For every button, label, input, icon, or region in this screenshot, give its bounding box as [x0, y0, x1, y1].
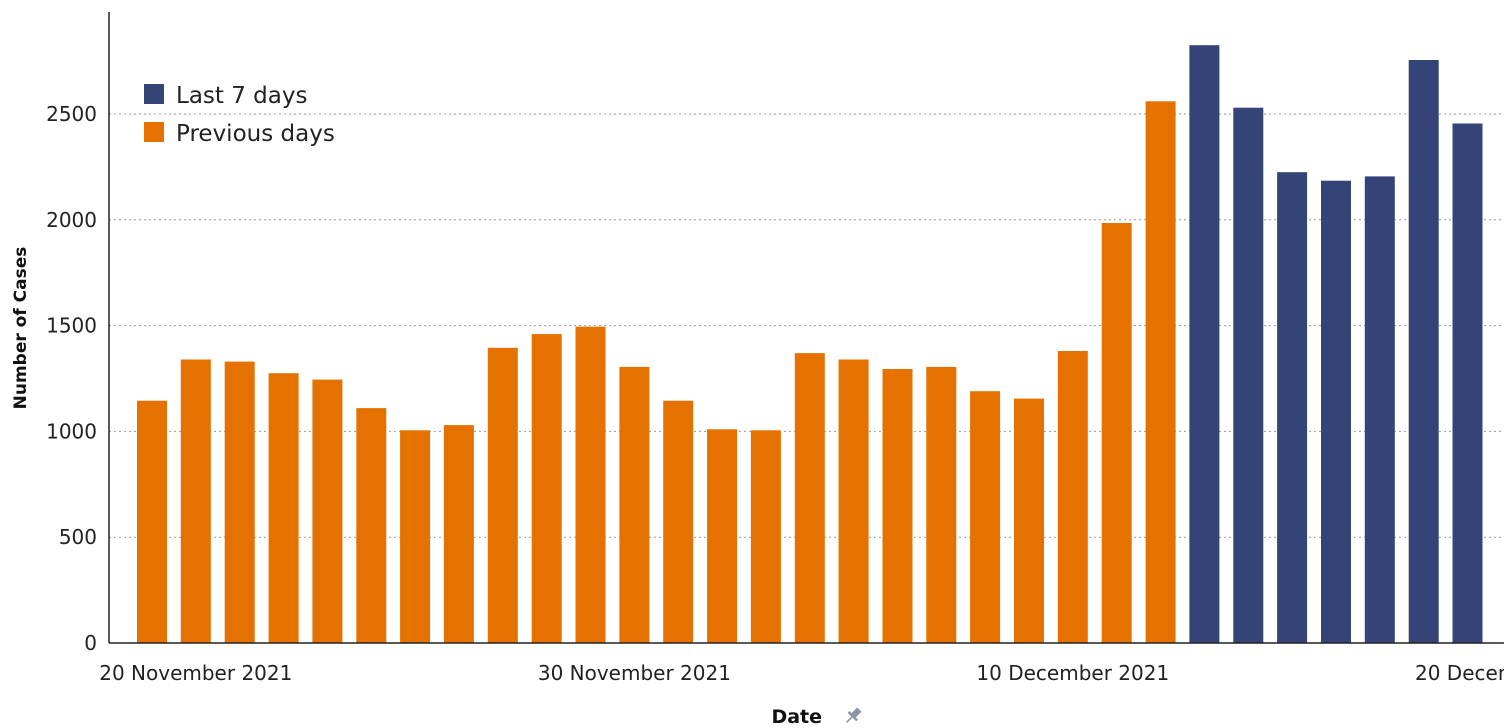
- x-axis-ticks: 20 November 2021 30 November 2021 10 Decem…: [99, 661, 1504, 685]
- legend-swatch-previous-days: [144, 122, 164, 142]
- legend-swatch-last-7-days: [144, 84, 164, 104]
- y-tick-label: 1000: [46, 419, 97, 443]
- bar-2021-12-13[interactable]: [1189, 45, 1220, 643]
- x-axis-title: Date: [771, 705, 863, 728]
- bar-2021-11-28[interactable]: [531, 334, 562, 643]
- bar-2021-11-26[interactable]: [443, 425, 474, 643]
- legend-label-previous-days: Previous days: [176, 121, 335, 147]
- bar-2021-11-25[interactable]: [400, 430, 431, 643]
- bar-2021-12-17[interactable]: [1364, 176, 1395, 643]
- bar-2021-11-20[interactable]: [180, 359, 211, 644]
- y-tick-label: 2000: [46, 208, 97, 232]
- bar-2021-12-06[interactable]: [882, 369, 913, 643]
- bar-2021-12-11[interactable]: [1101, 223, 1132, 643]
- bar-2021-11-23[interactable]: [312, 379, 343, 643]
- bar-2021-11-27[interactable]: [487, 347, 518, 643]
- y-tick-label: 2500: [46, 102, 97, 126]
- bar-2021-12-12[interactable]: [1145, 101, 1176, 644]
- bar-2021-12-15[interactable]: [1277, 172, 1308, 643]
- bar-2021-12-02[interactable]: [707, 429, 738, 643]
- y-axis-ticks: 0 500 1000 1500 2000 2500: [46, 102, 97, 655]
- y-tick-label: 1500: [46, 314, 97, 338]
- bar-2021-12-05[interactable]: [838, 359, 869, 644]
- y-axis-title: Number of Cases: [11, 247, 31, 410]
- x-tick-label: 10 December 2021: [976, 661, 1169, 685]
- legend: Last 7 days Previous days: [144, 83, 335, 147]
- legend-label-last-7-days: Last 7 days: [176, 83, 307, 109]
- bar-2021-11-29[interactable]: [575, 326, 606, 643]
- bar-2021-12-09[interactable]: [1014, 398, 1044, 643]
- y-tick-label: 500: [59, 525, 97, 549]
- bar-2021-12-14[interactable]: [1233, 107, 1264, 643]
- bar-2021-11-21[interactable]: [224, 361, 255, 643]
- bar-2021-12-19[interactable]: [1452, 123, 1483, 644]
- x-tick-label: 30 November 2021: [538, 661, 731, 685]
- bar-2021-12-10[interactable]: [1057, 351, 1088, 643]
- bar-2021-12-08[interactable]: [970, 391, 1001, 643]
- bar-2021-11-22[interactable]: [268, 373, 299, 643]
- x-tick-label: 20 December 2021: [1415, 661, 1504, 685]
- bar-2021-12-18[interactable]: [1408, 60, 1439, 643]
- bars: [137, 45, 1483, 644]
- bar-2021-12-16[interactable]: [1321, 180, 1351, 643]
- bar-2021-11-19[interactable]: [137, 400, 167, 643]
- bar-2021-12-07[interactable]: [926, 366, 957, 643]
- bar-2021-11-30[interactable]: [619, 366, 650, 643]
- x-axis-title-text: Date: [771, 706, 822, 728]
- bar-2021-12-04[interactable]: [794, 353, 825, 643]
- bar-2021-12-03[interactable]: [750, 430, 781, 643]
- bar-2021-11-24[interactable]: [356, 408, 387, 643]
- y-tick-label: 0: [84, 631, 97, 655]
- x-tick-label: 20 November 2021: [99, 661, 292, 685]
- bar-2021-12-01[interactable]: [663, 400, 694, 643]
- pin-icon[interactable]: [842, 705, 863, 726]
